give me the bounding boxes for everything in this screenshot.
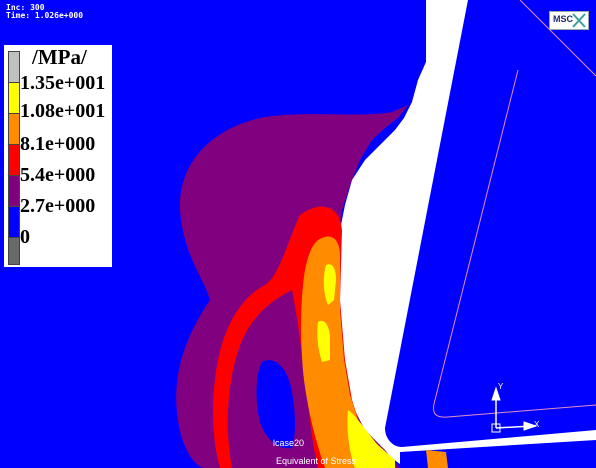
result-type-label: Equivalent of Stress xyxy=(276,456,356,466)
legend-swatch-red xyxy=(8,144,20,177)
legend-unit: /MPa/ xyxy=(32,45,87,70)
msc-logo: MSC xyxy=(549,11,589,30)
time-readout: Time: 1.026e+000 xyxy=(6,11,83,20)
legend-swatch-yellow xyxy=(8,82,20,115)
axis-x-label: X xyxy=(534,420,539,429)
legend-label-3: 8.1e+000 xyxy=(20,134,95,154)
legend-label-4: 5.4e+000 xyxy=(20,165,95,185)
axis-y-label: Y xyxy=(498,382,503,391)
msc-x-icon xyxy=(572,13,586,28)
legend-swatch-gray-bottom xyxy=(8,237,20,265)
legend-label-6: 0 xyxy=(20,227,30,247)
legend-swatch-blue xyxy=(8,206,20,239)
stress-zone-yellow-tip xyxy=(426,450,448,468)
legend-label-1: 1.35e+001 xyxy=(20,73,105,93)
legend-label-2: 1.08e+001 xyxy=(20,101,105,121)
legend-swatch-orange xyxy=(8,113,20,146)
legend-swatch-gray-top xyxy=(8,51,20,84)
loadcase-label: lcase20 xyxy=(273,438,304,448)
color-legend: /MPa/ 1.35e+001 1.08e+001 8.1e+000 5.4e+… xyxy=(4,45,112,267)
legend-swatch-purple xyxy=(8,175,20,208)
msc-logo-text: MSC xyxy=(553,14,573,24)
legend-label-5: 2.7e+000 xyxy=(20,196,95,216)
